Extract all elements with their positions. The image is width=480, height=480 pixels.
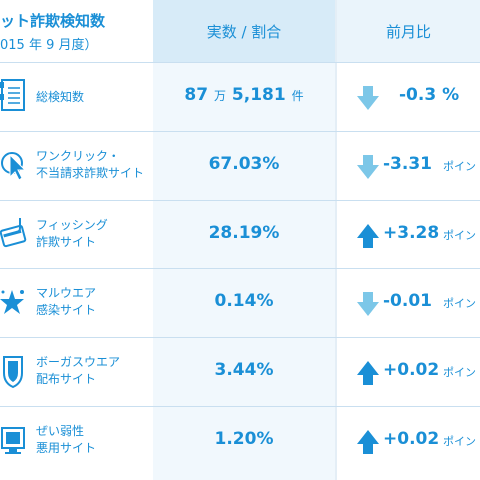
row-label: 配布サイト (36, 372, 97, 386)
change-unit: ポイン (443, 229, 476, 242)
column-header-value: 実数 / 割合 (153, 0, 335, 62)
row-label: 悪用サイト (36, 441, 97, 455)
arrow-down-icon (357, 155, 379, 179)
shield-warning-icon (3, 356, 23, 389)
monitor-icon (1, 427, 25, 454)
document-list-icon (0, 79, 25, 111)
change-column-bg (337, 0, 480, 480)
row-label: 詐欺サイト (36, 235, 97, 249)
page-title: ット詐欺検知数 (0, 12, 106, 30)
value-column-bg (153, 0, 335, 480)
row-value: 3.44% (214, 360, 274, 380)
arrow-up-icon (357, 224, 379, 248)
row-label: 総検知数 (36, 90, 85, 104)
row-value: 28.19% (208, 223, 280, 243)
change-unit: ポイン (443, 435, 476, 448)
table-row: ボーガスウエア 配布サイト 3.44% +0.02 ポイン (0, 337, 480, 405)
change-unit: ポイン (443, 297, 476, 310)
row-label: ワンクリック・ (36, 149, 120, 163)
arrow-down-icon (357, 86, 379, 110)
page-subtitle: 015 年 9 月度） (0, 38, 98, 53)
row-change: -0.3 % (337, 83, 480, 113)
row-change: +0.02 ポイン (337, 358, 480, 388)
column-separator (335, 0, 337, 480)
row-change: -3.31 ポイン (337, 152, 480, 182)
row-change: -0.01 ポイン (337, 289, 480, 319)
table-row: ワンクリック・ 不当請求詐欺サイト 67.03% -3.31 ポイン (0, 131, 480, 199)
cursor-click-icon (1, 152, 27, 181)
arrow-up-icon (357, 430, 379, 454)
change-value: +0.02 (383, 360, 440, 380)
change-unit: ポイン (443, 366, 476, 379)
table-row: マルウエア 感染サイト 0.14% -0.01 ポイン (0, 268, 480, 336)
change-unit: ポイン (443, 160, 476, 173)
row-change: +3.28 ポイン (337, 221, 480, 251)
row-value: 87 万 5,181 件 (184, 85, 304, 105)
credit-card-hook-icon (0, 218, 27, 248)
change-value: -0.01 (383, 291, 432, 311)
arrow-down-icon (357, 292, 379, 316)
row-label: フィッシング (36, 218, 108, 232)
change-value: +3.28 (383, 223, 440, 243)
row-change: +0.02 ポイン (337, 427, 480, 457)
change-value: +0.02 (383, 429, 440, 449)
row-label: 不当請求詐欺サイト (36, 166, 145, 180)
column-header-change: 前月比 (337, 0, 480, 62)
table-row: ぜい弱性 悪用サイト 1.20% +0.02 ポイン (0, 406, 480, 474)
row-value: 1.20% (214, 429, 274, 449)
row-value: 67.03% (208, 154, 280, 174)
arrow-up-icon (357, 361, 379, 385)
row-value: 0.14% (214, 291, 274, 311)
table-row: フィッシング 詐欺サイト 28.19% +3.28 ポイン (0, 200, 480, 268)
row-label: ボーガスウエア (36, 355, 121, 369)
table-row: 総検知数 87 万 5,181 件 -0.3 % (0, 62, 480, 130)
row-label: マルウエア (36, 286, 97, 300)
change-value: -0.3 % (399, 85, 460, 105)
row-label: 感染サイト (36, 303, 97, 317)
virus-star-icon (0, 290, 24, 314)
row-label: ぜい弱性 (36, 424, 85, 438)
change-value: -3.31 (383, 154, 432, 174)
